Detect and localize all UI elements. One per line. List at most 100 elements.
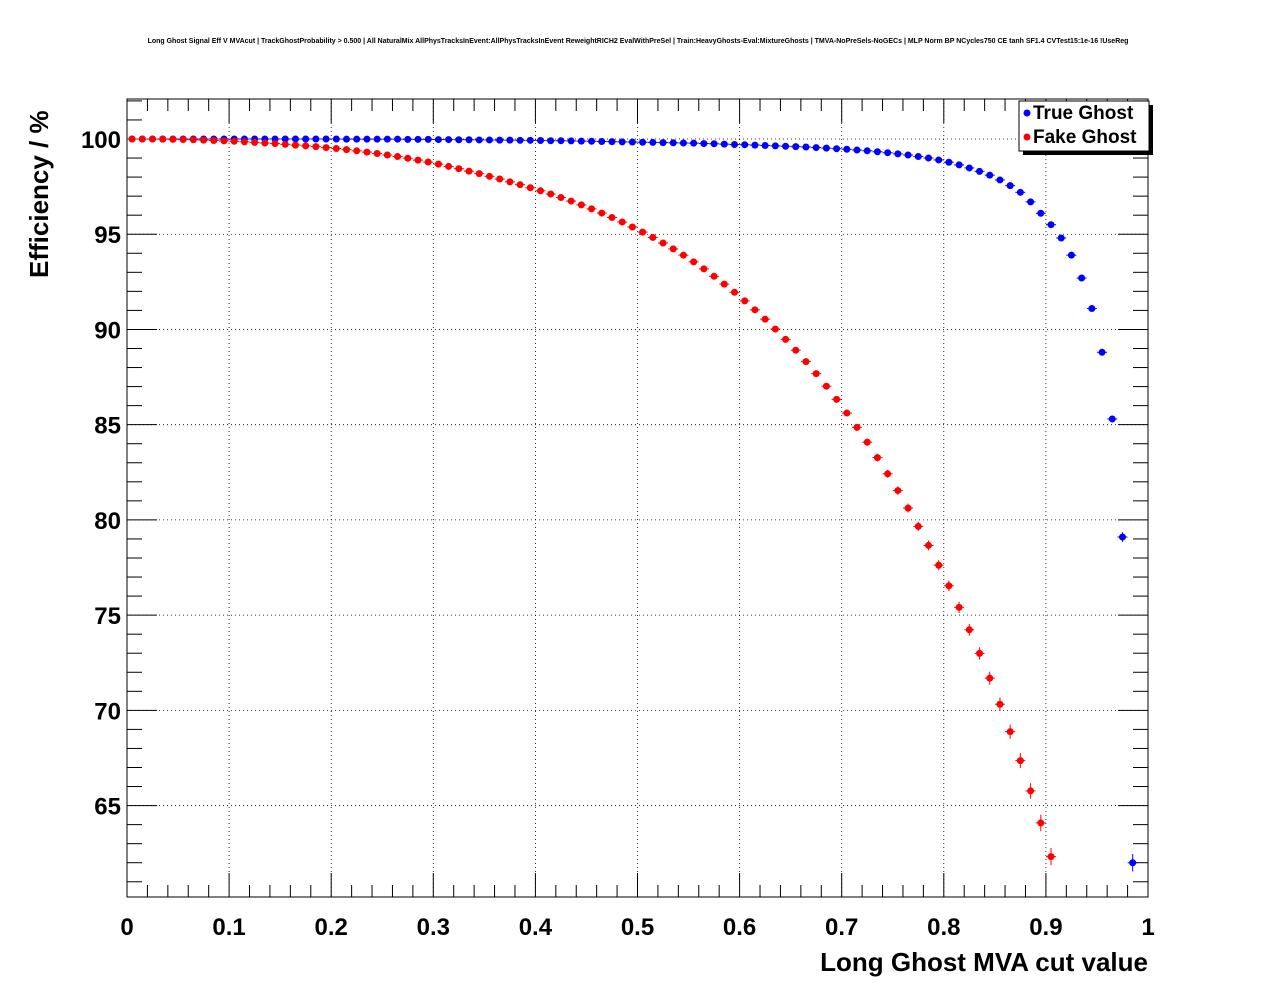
data-point [955,603,963,611]
data-point [1129,859,1137,867]
data-point [996,700,1004,708]
data-point [720,280,728,288]
data-point [322,144,330,152]
data-point [628,138,636,146]
data-point [189,136,197,144]
data-point [588,205,596,213]
y-tick-labels: 65 70 75 80 85 90 95 100 [81,127,121,821]
data-point [904,504,912,512]
data-point [833,145,841,153]
data-point [1088,304,1096,312]
data-point [1037,819,1045,827]
data-point [547,137,555,145]
data-point [383,135,391,143]
data-point [812,370,820,378]
data-point [291,141,299,149]
legend-box [1018,100,1150,152]
data-point [179,136,187,144]
data-point [567,137,575,145]
data-point [455,165,463,173]
data-point [884,149,892,157]
data-point [343,146,351,154]
data-point [200,136,208,144]
data-point [782,335,790,343]
data-point [649,233,657,241]
data-point [924,154,932,162]
data-point [669,139,677,147]
data-point [863,438,871,446]
plot-frame [126,98,1149,898]
data-point [1057,234,1065,242]
data-point [751,141,759,149]
y-tick-label: 80 [94,508,121,535]
data-point [853,146,861,154]
data-point [628,223,636,231]
data-point [720,140,728,148]
data-point [976,167,984,175]
data-point [1047,853,1055,861]
x-tick-label: 0.4 [519,914,553,941]
data-point [332,145,340,153]
y-tick-label: 90 [94,317,121,344]
data-point [792,346,800,354]
data-point [802,358,810,366]
data-point [782,142,790,150]
data-point [1078,274,1086,282]
data-point [363,135,371,143]
data-point [465,167,473,175]
data-point [771,325,779,333]
data-point [935,561,943,569]
data-point [1108,415,1116,423]
grid [127,99,1148,897]
data-point [1037,209,1045,217]
data-point [710,140,718,148]
data-point [577,201,585,209]
data-point [434,136,442,144]
data-point [577,137,585,145]
data-point [751,306,759,314]
x-tick-label: 0.5 [621,914,654,941]
data-point [669,245,677,253]
data-point [506,178,514,186]
data-point [475,136,483,144]
data-point [914,522,922,530]
data-point [802,143,810,151]
data-point [537,137,545,145]
data-point [496,136,504,144]
data-point [251,138,259,146]
x-axis-label: Long Ghost MVA cut value [820,947,1148,977]
data-point [434,160,442,168]
data-point [1027,787,1035,795]
y-tick-label: 75 [94,603,121,630]
data-point [567,197,575,205]
data-point [976,649,984,657]
data-point [169,135,177,143]
data-point [455,136,463,144]
data-point [128,135,136,143]
data-point [1027,198,1035,206]
data-point [383,151,391,159]
data-point [914,153,922,161]
data-point [863,147,871,155]
data-point [394,153,402,161]
x-tick-label: 0.3 [417,914,450,941]
data-point [496,175,504,183]
data-point [1006,182,1014,190]
data-point [822,382,830,390]
data-point [894,150,902,158]
x-tick-label: 0 [120,914,133,941]
data-point [761,315,769,323]
legend-label-fake-ghost: Fake Ghost [1033,127,1137,148]
data-point [445,162,453,170]
data-point [465,136,473,144]
data-point [945,582,953,590]
data-point [700,140,708,148]
data-point [281,140,289,148]
data-point [373,149,381,157]
data-point [873,454,881,462]
data-point [618,218,626,226]
data-point [1006,728,1014,736]
data-point [312,135,320,143]
data-point [679,139,687,147]
x-tick-label: 0.6 [723,914,756,941]
